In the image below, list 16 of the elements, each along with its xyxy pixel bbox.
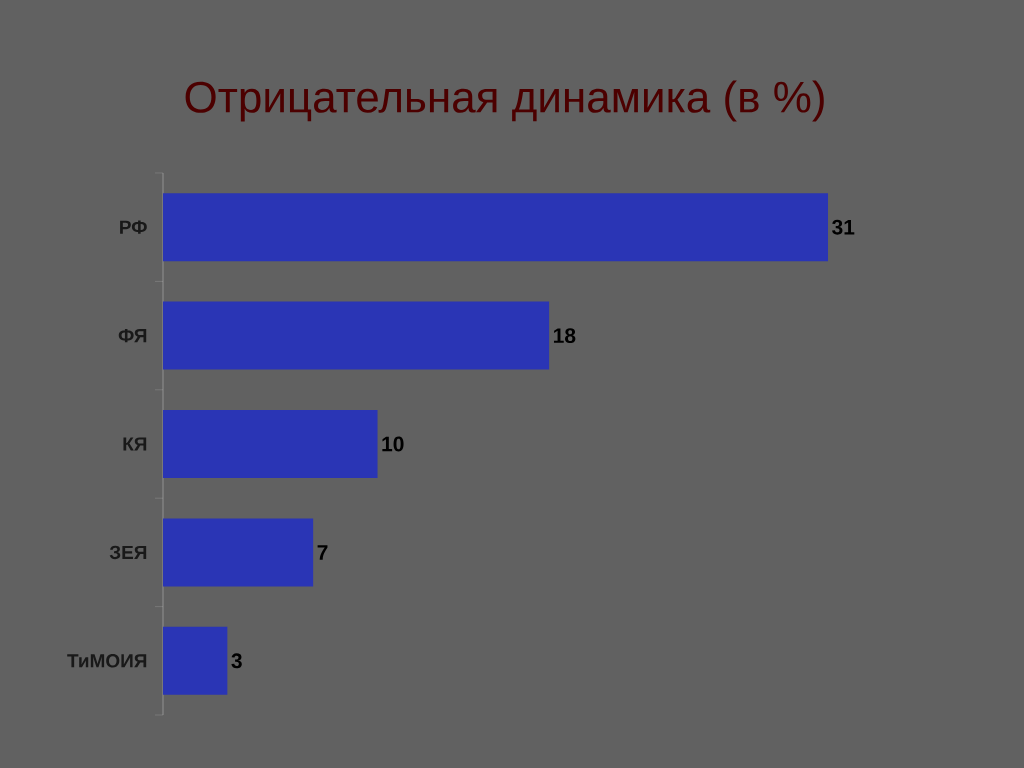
y-tick-label: КЯ: [123, 437, 147, 451]
bar: [163, 301, 550, 370]
y-tick-label: ЗЕЯ: [109, 545, 147, 560]
data-label: 18: [553, 328, 576, 344]
bar: [163, 626, 228, 695]
data-label: 10: [382, 436, 404, 452]
bar: [163, 193, 829, 262]
bar: [163, 410, 378, 478]
data-label: 31: [832, 219, 855, 235]
bar: [163, 518, 314, 587]
chart-title: Отрицательная динамика (в %): [185, 80, 824, 122]
y-tick-label: ФЯ: [118, 328, 147, 343]
y-tick-label: ТиМОИЯ: [67, 654, 147, 668]
data-label: 3: [231, 653, 242, 669]
data-label: 7: [317, 545, 328, 560]
y-tick-label: РФ: [120, 220, 147, 234]
